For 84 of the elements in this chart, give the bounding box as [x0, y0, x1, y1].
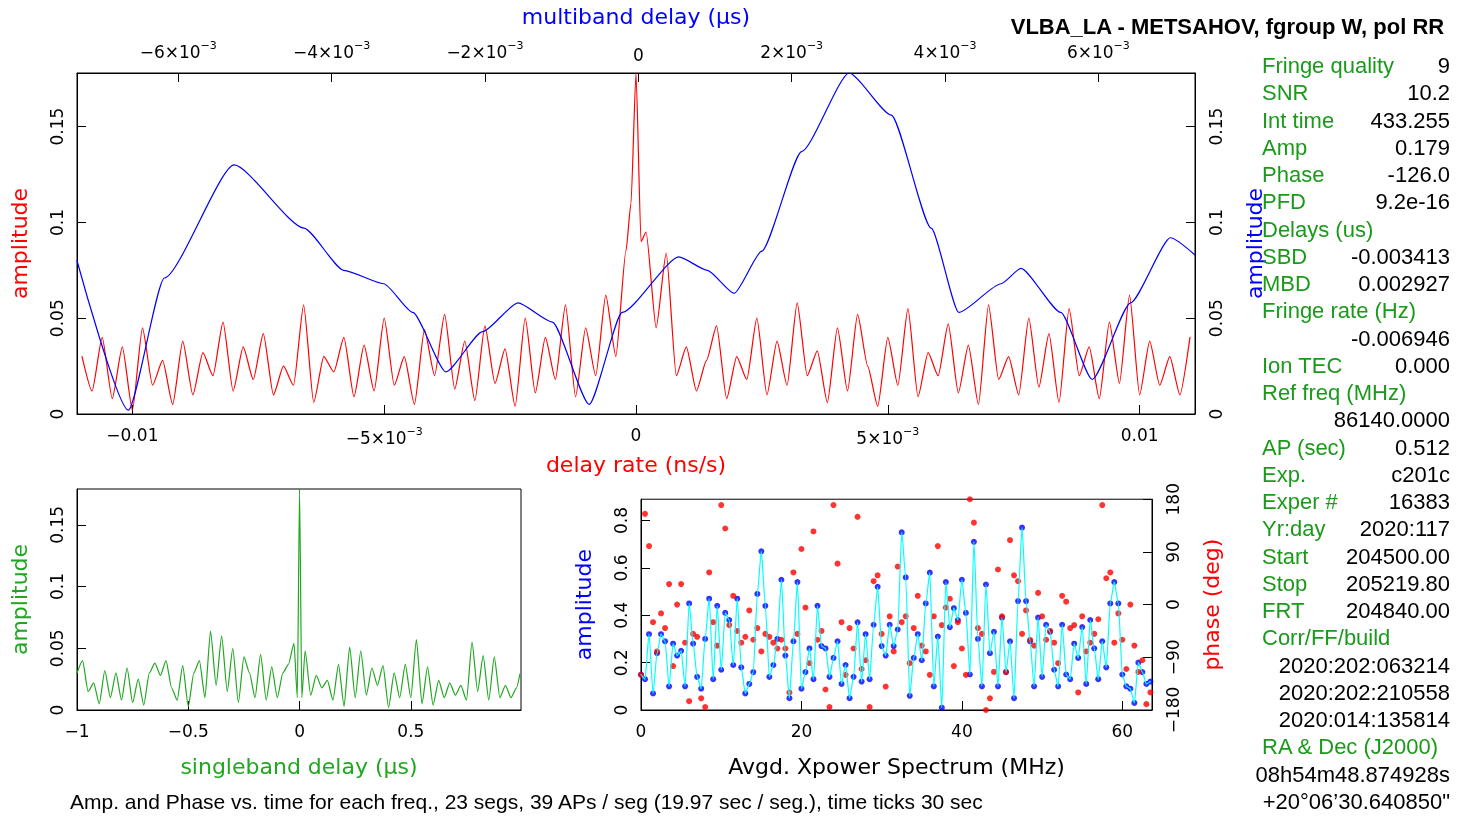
y-tick-label: 0 — [46, 408, 67, 420]
category-label: RA & Dec (J2000) — [1262, 733, 1439, 761]
category-label: Corr/FF/build — [1262, 624, 1391, 652]
line-series — [76, 488, 521, 709]
text: 10.2 — [1407, 80, 1450, 106]
y2-tick-label: 0.15 — [1205, 107, 1226, 146]
y2-tick-label: 0 — [1205, 408, 1226, 420]
y-tick-label: 0 — [610, 704, 631, 716]
category-label: Yr:day — [1262, 515, 1326, 543]
category-label: Int time — [1262, 106, 1335, 134]
category-label: Amp — [1262, 133, 1308, 162]
x2-tick-label: 0 — [632, 44, 644, 65]
text: 0.179 — [1394, 134, 1450, 160]
x-tick-label: −0.01 — [106, 424, 159, 445]
text: 2020:117 — [1359, 516, 1450, 542]
chart-title: VLBA_LA - METSAHOV, fgroup W, pol RR — [1010, 13, 1445, 39]
text: -126.0 — [1387, 162, 1450, 187]
x-axis-title: singleband delay (μs) — [180, 753, 418, 779]
text: c201c — [1391, 461, 1450, 487]
text: +20°06’30.640850" — [1262, 788, 1450, 814]
x-tick-label: 0 — [635, 720, 647, 741]
y2-tick-label: 0.1 — [1205, 208, 1226, 236]
y2-tick-label: 0.05 — [1205, 299, 1226, 338]
x-axis-title: delay rate (ns/s) — [545, 451, 727, 477]
category-label: Stop — [1262, 569, 1308, 598]
text: 2020:202:063214 — [1278, 652, 1450, 678]
x-tick-label: 20 — [790, 720, 813, 741]
text: 08h54m48.874928s — [1255, 761, 1450, 787]
category-label: Start — [1262, 542, 1309, 570]
y2-tick-label: 90 — [1162, 541, 1183, 563]
y-tick-label: 0.15 — [46, 107, 67, 146]
category-label: Exp. — [1262, 460, 1307, 489]
category-label: Ref freq (MHz) — [1262, 379, 1407, 407]
x-tick-label: 60 — [1111, 720, 1134, 741]
y-tick-label: 0.8 — [610, 507, 631, 535]
x-tick-label: 0.01 — [1120, 424, 1159, 445]
text: 433.255 — [1370, 107, 1450, 133]
y2-tick-label: 180 — [1162, 483, 1183, 516]
y2-tick-label: −90 — [1162, 639, 1183, 676]
category-label: Phase — [1262, 161, 1325, 189]
text: -0.003413 — [1350, 243, 1450, 269]
text: 204840.00 — [1346, 598, 1450, 623]
y2-tick-label: −180 — [1162, 686, 1183, 734]
text: 2020:202:210558 — [1278, 679, 1450, 705]
y-tick-label: 0.2 — [610, 649, 631, 677]
y-tick-label: 0.1 — [46, 208, 67, 236]
x-axis-title: Avgd. Xpower Spectrum (MHz) — [728, 753, 1065, 779]
x-tick-label: −0.5 — [167, 720, 209, 741]
category-label: SNR — [1262, 79, 1309, 107]
y-tick-label: 0.05 — [46, 299, 67, 338]
x-tick-label: 0.5 — [397, 720, 425, 741]
text: 16383 — [1388, 489, 1450, 514]
y-tick-label: 0 — [46, 704, 67, 716]
y-tick-label: 0.4 — [610, 601, 631, 629]
y2-tick-label: 0 — [1162, 599, 1183, 611]
y-tick-label: 0.1 — [46, 573, 67, 601]
category-label: Exper # — [1262, 488, 1338, 516]
text: -0.006946 — [1350, 325, 1450, 351]
text: Amp. and Phase vs. time for each freq., 23 segs, 39 APs / seg (19.97 sec / seg.), time ticks 30 sec — [70, 790, 983, 814]
x-tick-label: 40 — [951, 720, 973, 741]
y-axis-title: amplitude — [6, 543, 32, 656]
text: 0.000 — [1394, 352, 1450, 378]
category-label: Fringe rate (Hz) — [1262, 298, 1417, 325]
y-axis-title: amplitude — [570, 549, 596, 661]
y2-axis-title: phase (deg) — [1198, 538, 1224, 671]
category-label: FRT — [1262, 597, 1305, 625]
text: 2020:014:135814 — [1278, 707, 1450, 732]
y-tick-label: 0.05 — [46, 629, 67, 668]
category-label: Ion TEC — [1262, 351, 1343, 380]
text: 204500.00 — [1346, 543, 1450, 569]
text: 9 — [1437, 53, 1450, 78]
text: 0.002927 — [1358, 271, 1450, 296]
y-axis-title: amplitude — [6, 187, 32, 300]
category-label: AP (sec) — [1262, 433, 1346, 461]
text: 9.2e-16 — [1375, 189, 1450, 215]
x-tick-label: 0 — [294, 720, 305, 741]
category-label: Fringe quality — [1262, 52, 1395, 80]
y-tick-label: 0.6 — [610, 554, 631, 582]
x2-axis-title: multiband delay (μs) — [521, 3, 751, 29]
x-tick-label: −1 — [64, 720, 90, 741]
text: 86140.0000 — [1333, 407, 1450, 433]
y-tick-label: 0.15 — [46, 505, 67, 544]
text: 0.512 — [1394, 434, 1450, 460]
text: 205219.80 — [1346, 570, 1450, 596]
